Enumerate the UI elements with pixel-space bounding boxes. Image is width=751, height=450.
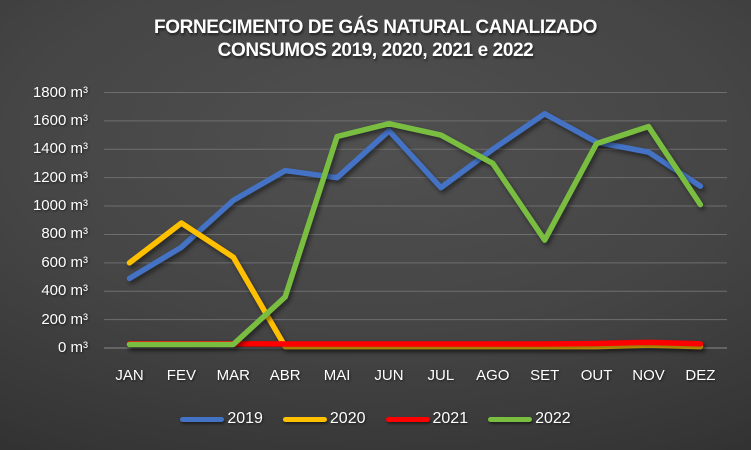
x-tick-label-FEV: FEV xyxy=(166,367,196,384)
series-line-2020 xyxy=(126,220,704,350)
y-tick-label-1800: 1800 m³ xyxy=(32,83,88,101)
x-tick-label-SET: SET xyxy=(530,367,560,384)
x-tick-label-JUN: JUN xyxy=(374,367,404,384)
y-tick-label-0: 0 m³ xyxy=(58,339,88,356)
y-tick-label-800: 800 m³ xyxy=(41,225,88,243)
legend-item-2021: 2021 xyxy=(385,410,469,428)
chart-title-line2: CONSUMOS 2019, 2020, 2021 e 2022 xyxy=(217,40,534,61)
x-tick-label-OUT: OUT xyxy=(580,367,613,384)
legend-label-2020: 2020 xyxy=(329,410,366,427)
y-tick-label-1200: 1200 m³ xyxy=(32,168,88,186)
legend-label-2021: 2021 xyxy=(432,410,469,427)
legend-item-2019: 2019 xyxy=(180,410,263,428)
y-tick-label-1600: 1600 m³ xyxy=(32,111,88,129)
chart-legend: 2019 2020 2021 2022 xyxy=(0,406,751,432)
y-tick-label-400: 400 m³ xyxy=(41,282,88,300)
legend-label-2019: 2019 xyxy=(227,410,263,427)
chart-title: FORNECIMENTO DE GÁS NATURAL CANALIZADO C… xyxy=(0,16,751,62)
x-tick-label-NOV: NOV xyxy=(632,367,665,384)
x-tick-label-MAI: MAI xyxy=(323,367,351,384)
x-tick-label-DEZ: DEZ xyxy=(685,367,716,384)
legend-marker-2019 xyxy=(180,416,225,422)
legend-marker-2021 xyxy=(385,416,430,422)
series-line-2022 xyxy=(126,120,704,348)
y-tick-label-600: 600 m³ xyxy=(41,253,88,271)
x-tick-label-ABR: ABR xyxy=(269,367,301,384)
legend-label-2022: 2022 xyxy=(535,410,571,427)
y-tick-label-1400: 1400 m³ xyxy=(32,140,88,158)
x-tick-label-JUL: JUL xyxy=(427,367,455,384)
chart-title-line1: FORNECIMENTO DE GÁS NATURAL CANALIZADO xyxy=(154,17,597,38)
legend-marker-2022 xyxy=(488,416,533,422)
series-line-2019 xyxy=(126,111,704,282)
x-tick-label-AGO: AGO xyxy=(476,367,510,384)
y-tick-label-1000: 1000 m³ xyxy=(32,197,88,215)
legend-marker-2020 xyxy=(282,416,327,422)
x-tick-label-MAR: MAR xyxy=(216,367,250,384)
legend-item-2020: 2020 xyxy=(282,410,366,428)
y-tick-label-200: 200 m³ xyxy=(41,310,88,328)
x-tick-label-JAN: JAN xyxy=(115,367,144,384)
legend-item-2022: 2022 xyxy=(488,410,571,428)
